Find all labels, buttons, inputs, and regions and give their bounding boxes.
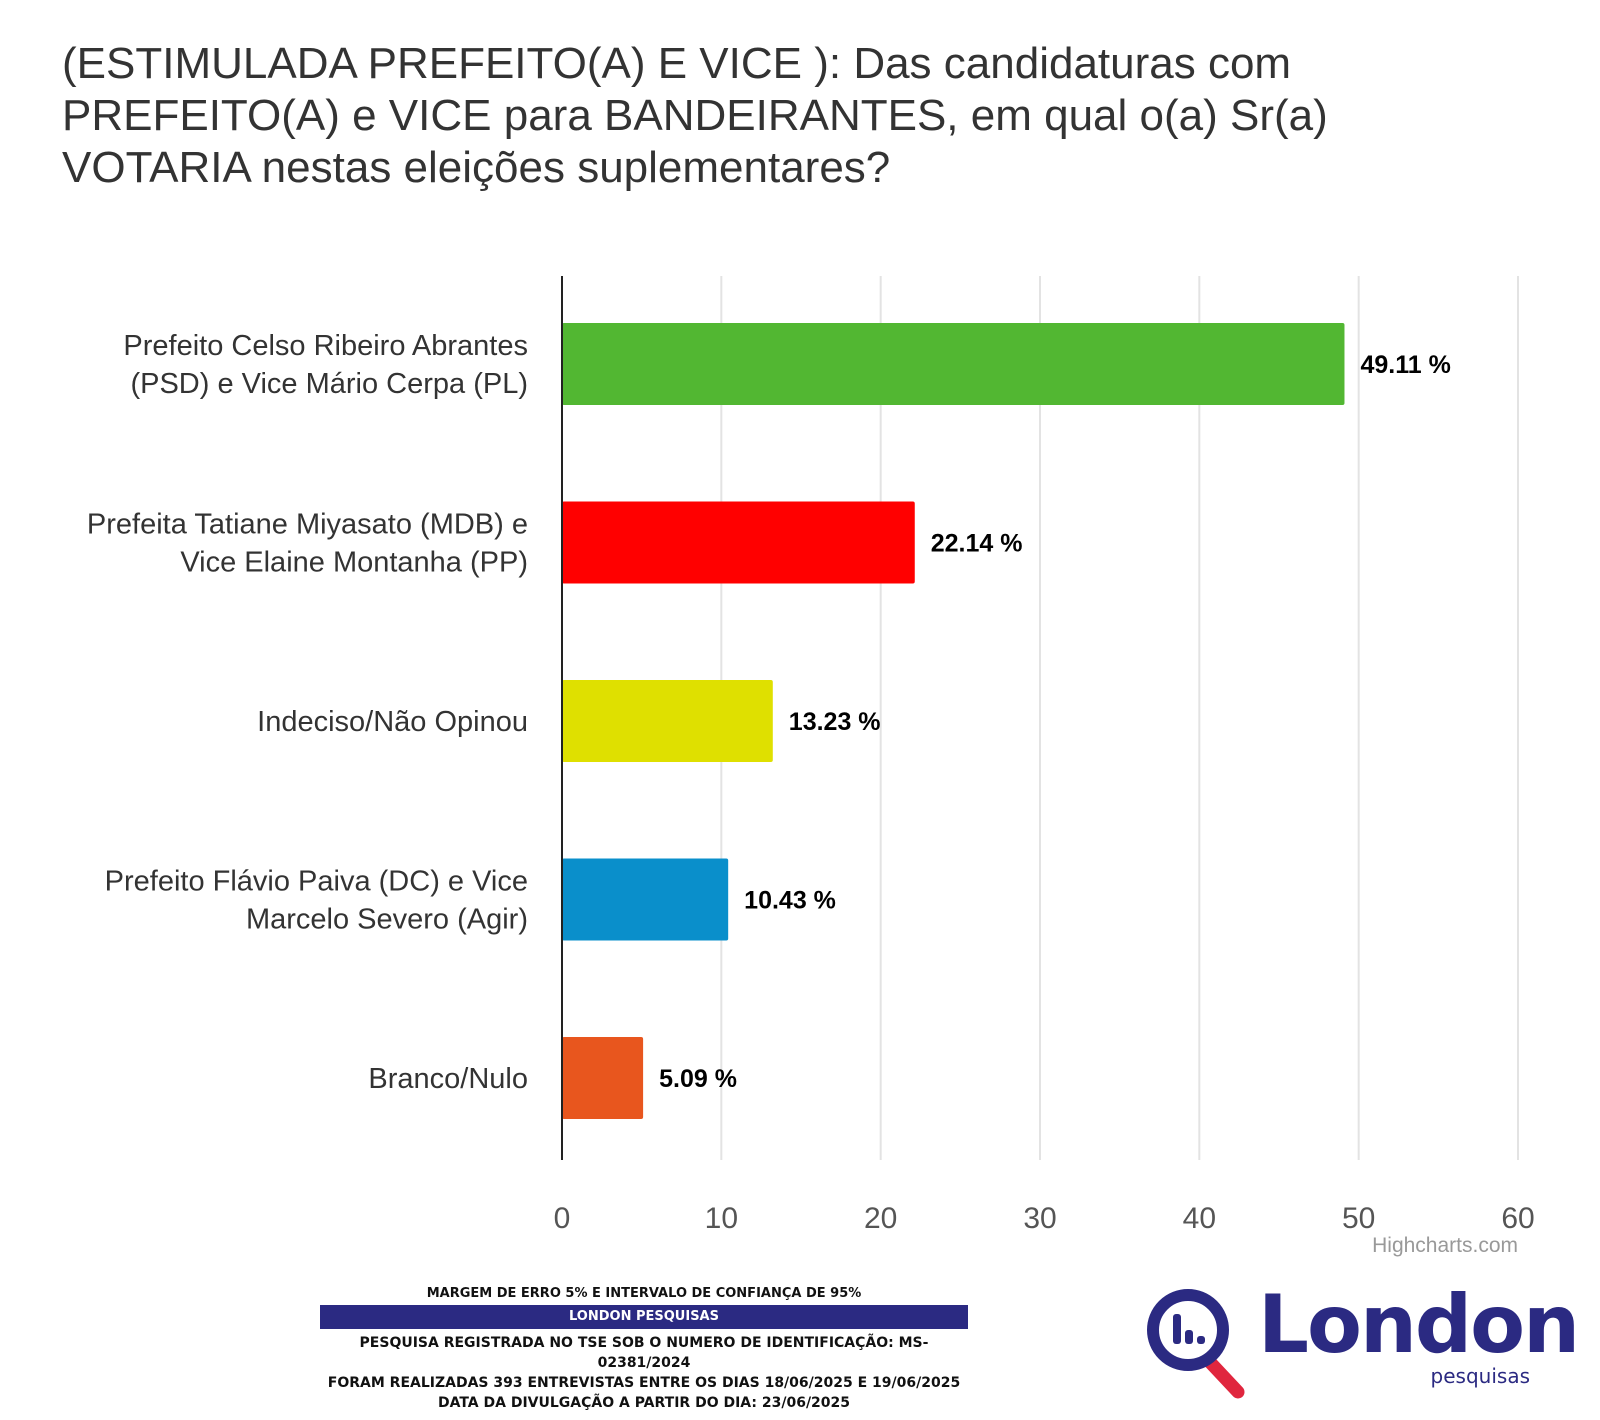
data-label: 22.14 % [931,530,1023,558]
x-tick-label: 0 [554,1202,571,1235]
bar [562,323,1345,405]
category-label-line: Branco/Nulo [368,1063,528,1095]
category-label-line: (PSD) e Vice Mário Cerpa (PL) [130,368,528,400]
data-labels: 49.11 % 22.14 % 13.23 % 10.43 % 5.09 % [659,351,1451,1093]
london-logo: London pesquisas [1140,1280,1580,1410]
x-tick-label: 30 [1023,1202,1056,1235]
data-label: 13.23 % [789,708,881,736]
data-label: 49.11 % [1360,351,1450,379]
x-tick-label: 60 [1501,1202,1534,1235]
x-tick-label: 20 [864,1202,897,1235]
bar [562,1037,644,1119]
category-label: Indeciso/Não Opinou [257,706,528,738]
data-label: 10.43 % [744,887,836,915]
release-date-text: DATA DA DIVULGAÇÃO A PARTIR DO DIA: 23/0… [437,1395,851,1411]
pollster-band: LONDON PESQUISAS [320,1305,968,1329]
bar [562,501,915,584]
survey-footer: MARGEM DE ERRO 5% E INTERVALO DE CONFIAN… [320,1284,968,1413]
category-label-line: Prefeita Tatiane Miyasato (MDB) e [87,509,528,541]
category-label-line: Indeciso/Não Opinou [257,706,528,738]
registration-text: PESQUISA REGISTRADA NO TSE SOB O NUMERO … [359,1335,929,1371]
chart-credits: Highcharts.com [1372,1234,1518,1257]
category-label-line: Prefeito Celso Ribeiro Abrantes [123,330,528,362]
logo-subtitle: pesquisas [1430,1364,1530,1388]
chart-title: (ESTIMULADA PREFEITO(A) E VICE ): Das ca… [62,39,1328,192]
logo-wordmark: London [1258,1278,1580,1371]
interviews-text: FORAM REALIZADAS 393 ENTREVISTAS ENTRE O… [327,1375,961,1391]
margin-of-error-text: MARGEM DE ERRO 5% E INTERVALO DE CONFIAN… [426,1286,862,1301]
category-label: Prefeita Tatiane Miyasato (MDB) e Vice El… [87,509,528,579]
category-label: Branco/Nulo [368,1063,528,1095]
grid-lines [720,276,1519,1160]
x-tick-label: 10 [705,1202,738,1235]
magnifier-chart-icon [1147,1289,1245,1399]
x-axis-ticks: 0 10 20 30 40 50 60 [554,1202,1535,1235]
bar [562,680,773,762]
category-label: Prefeito Flávio Paiva (DC) e Vice Marcelo… [105,866,528,936]
x-tick-label: 40 [1183,1202,1216,1235]
bars [562,323,1345,1119]
category-label-line: Marcelo Severo (Agir) [246,904,528,936]
category-label-line: Prefeito Flávio Paiva (DC) e Vice [105,866,528,898]
category-label: Prefeito Celso Ribeiro Abrantes (PSD) e V… [123,330,528,400]
category-labels: Prefeito Celso Ribeiro Abrantes (PSD) e V… [87,330,528,1095]
data-label: 5.09 % [659,1065,737,1093]
category-label-line: Vice Elaine Montanha (PP) [180,547,528,579]
bar-chart: Prefeito Celso Ribeiro Abrantes (PSD) e V… [87,276,1535,1257]
x-tick-label: 50 [1342,1202,1375,1235]
bar [562,858,729,941]
